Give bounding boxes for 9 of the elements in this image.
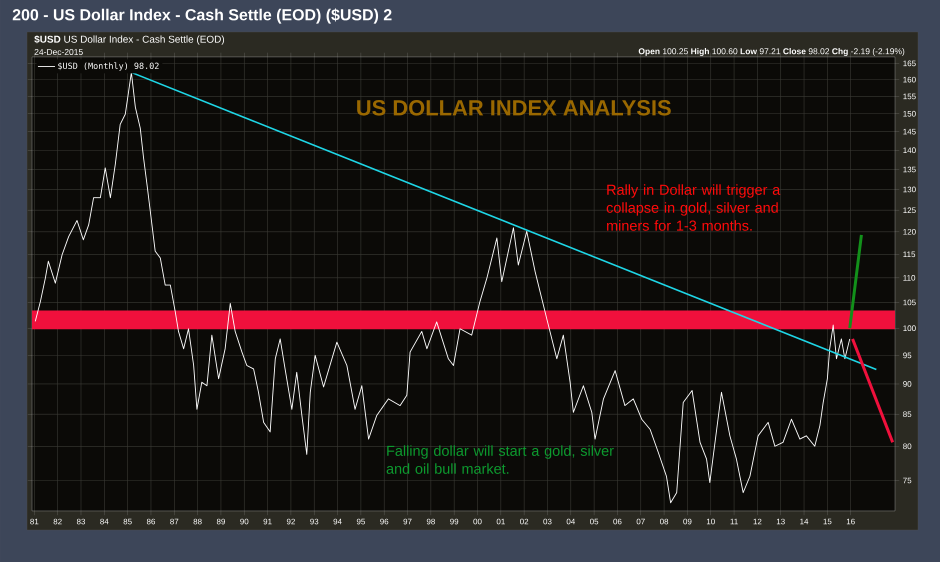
annotation: Falling dollar will start a gold, silver and oil bull market. [386,445,614,474]
text: Open 100.25 High 100.60 Low 97.21 Close 98.02 Chg -2.19 (-2.19%) [638,48,904,56]
line-series [34,72,850,504]
chart-title: 200 - US Dollar Index - Cash Settle (EOD) ($USD) 2 [12,8,392,24]
annotation: Rally in Dollar will trigger a collapse in gold, silver and miners for 1-3 months. [606,184,780,231]
text: 24-Dec-2015 [34,48,83,55]
chart-subtitle: $USD US Dollar Index - Cash Settle (EOD) [34,35,224,45]
annotation: US DOLLAR INDEX ANALYSIS [357,100,671,116]
legend-label: $USD (Monthly) 98.02 [58,62,159,71]
